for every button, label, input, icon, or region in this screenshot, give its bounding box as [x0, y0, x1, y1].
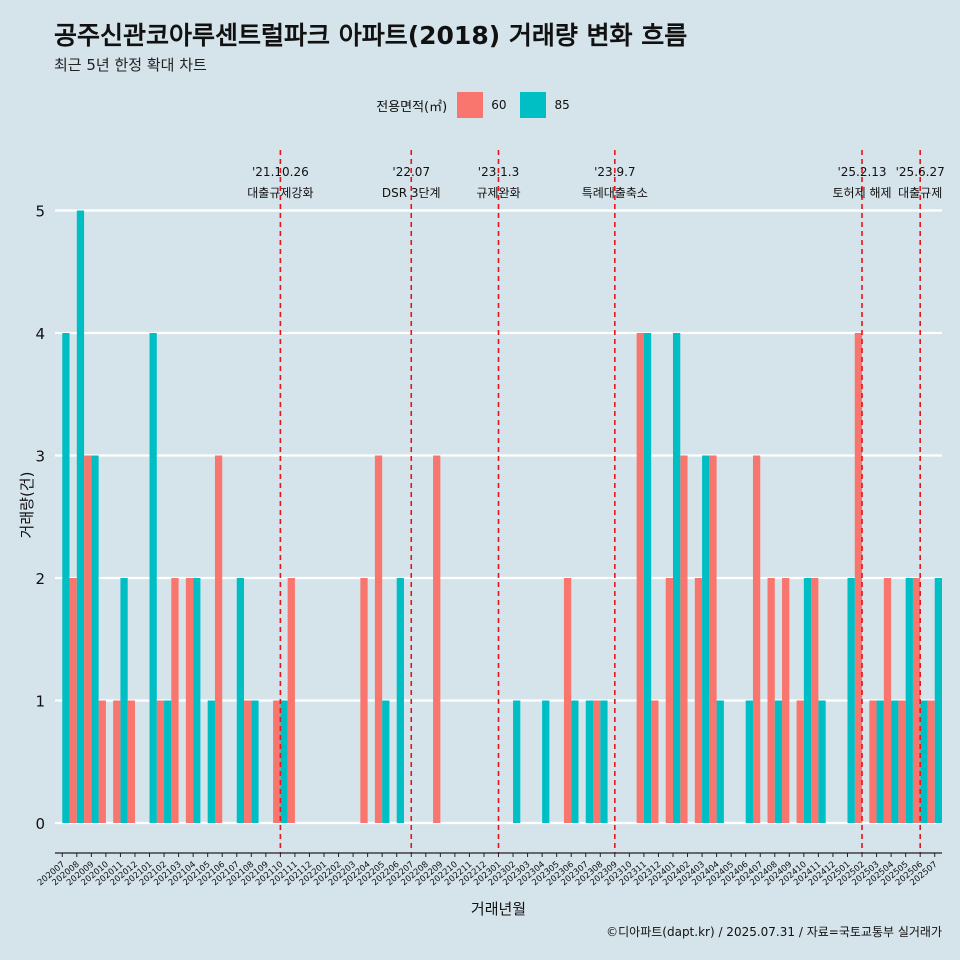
bar-60-202312 [651, 700, 659, 823]
y-tick-label: 4 [35, 325, 45, 343]
bar-85-202507 [934, 578, 942, 823]
bar-85-202007 [62, 333, 70, 823]
bar-85-202306 [571, 700, 579, 823]
bar-60-202503 [869, 700, 877, 823]
bar-85-202504 [891, 700, 899, 823]
event-label: 규제완화 [476, 186, 520, 200]
bar-60-202402 [680, 455, 688, 823]
bar-60-202504 [883, 578, 892, 823]
bar-85-202505 [905, 578, 913, 823]
bar-60-202502 [854, 333, 863, 823]
bar-85-202011 [120, 578, 128, 823]
chart-title: 공주신관코아루센트럴파크 아파트(2018) 거래량 변화 흐름 [54, 21, 688, 50]
bar-60-202012 [127, 700, 135, 823]
bar-85-202101 [149, 333, 157, 823]
legend-label-60: 60 [491, 98, 507, 112]
caption: ©디아파트(dapt.kr) / 2025.07.31 / 자료=국토교통부 실… [606, 925, 942, 939]
y-tick-label: 1 [35, 693, 45, 711]
bar-60-202403 [694, 578, 703, 823]
bar-60-202104 [185, 578, 194, 823]
bar-60-202507 [927, 700, 935, 823]
y-tick-label: 3 [35, 448, 45, 466]
bar-60-202108 [244, 700, 252, 823]
event-date-label: '23.9.7 [594, 165, 635, 179]
legend-key-85 [520, 92, 547, 118]
bar-85-202110 [280, 700, 288, 823]
bar-60-202410 [796, 700, 804, 823]
legend: 전용면적(㎡) 60 85 [0, 92, 960, 118]
event-label: 대출규제강화 [247, 186, 313, 200]
event-label: 토허제 해제 [833, 186, 892, 200]
bar-60-202106 [214, 455, 223, 823]
bar-60-202111 [287, 578, 295, 823]
bar-85-202009 [91, 455, 99, 823]
event-date-label: '21.10.26 [252, 165, 309, 179]
bar-85-202108 [251, 700, 259, 823]
bar-85-202102 [164, 700, 172, 823]
bar-85-202304 [542, 700, 550, 823]
bar-60-202311 [636, 333, 644, 823]
bar-60-202505 [898, 700, 906, 823]
bar-85-202411 [818, 700, 826, 823]
bar-60-202204 [360, 578, 368, 823]
bar-85-202302 [513, 700, 521, 823]
event-date-label: '25.6.27 [896, 165, 945, 179]
bar-85-202401 [672, 333, 681, 823]
bar-85-202008 [76, 210, 85, 823]
event-label: 특례대출축소 [582, 186, 648, 200]
y-tick-label: 5 [35, 203, 45, 221]
event-date-label: '23.1.3 [478, 165, 519, 179]
y-tick-label: 0 [35, 815, 45, 833]
bar-85-202205 [382, 700, 390, 823]
bar-85-202307 [585, 700, 594, 823]
bar-85-202311 [643, 333, 652, 823]
bar-60-202205 [374, 455, 383, 823]
event-date-label: '25.2.13 [837, 165, 886, 179]
y-tick-label: 2 [35, 570, 45, 588]
bar-60-202506 [912, 578, 921, 823]
bar-85-202104 [193, 578, 201, 823]
legend-key-60 [457, 92, 484, 118]
bar-85-202206 [396, 578, 404, 823]
bar-60-202102 [156, 700, 165, 823]
bar-85-202107 [236, 578, 245, 823]
bar-60-202306 [563, 578, 572, 823]
bar-60-202308 [593, 700, 601, 823]
bar-60-202103 [171, 578, 179, 823]
bar-60-202408 [767, 578, 775, 823]
bar-60-202209 [433, 455, 441, 823]
bar-60-202404 [709, 455, 717, 823]
bar-85-202105 [207, 700, 215, 823]
y-axis-title: 거래량(건) [18, 472, 36, 539]
bar-60-202401 [665, 578, 673, 823]
legend-label-85: 85 [554, 98, 570, 112]
event-label: DSR 3단계 [382, 186, 441, 200]
bar-85-202503 [876, 700, 884, 823]
bar-60-202011 [113, 700, 121, 823]
bar-60-202009 [84, 455, 92, 823]
bar-60-202411 [811, 578, 819, 823]
event-date-label: '22.07 [392, 165, 430, 179]
bar-85-202410 [803, 578, 812, 823]
chart-subtitle: 최근 5년 한정 확대 차트 [54, 56, 207, 74]
bar-60-202407 [752, 455, 761, 823]
event-label: 대출규제 [898, 186, 942, 200]
bar-85-202506 [920, 700, 928, 823]
bar-85-202308 [600, 700, 608, 823]
x-axis-title: 거래년월 [471, 900, 526, 918]
bar-60-202110 [273, 700, 281, 823]
bar-60-202008 [69, 578, 77, 823]
bar-85-202408 [774, 700, 783, 823]
legend-title: 전용면적(㎡) [376, 99, 448, 115]
bar-60-202409 [782, 578, 790, 823]
bar-85-202501 [847, 578, 855, 823]
bar-60-202010 [98, 700, 106, 823]
bar-85-202406 [745, 700, 753, 823]
bar-85-202404 [716, 700, 724, 823]
bar-85-202403 [702, 455, 710, 823]
